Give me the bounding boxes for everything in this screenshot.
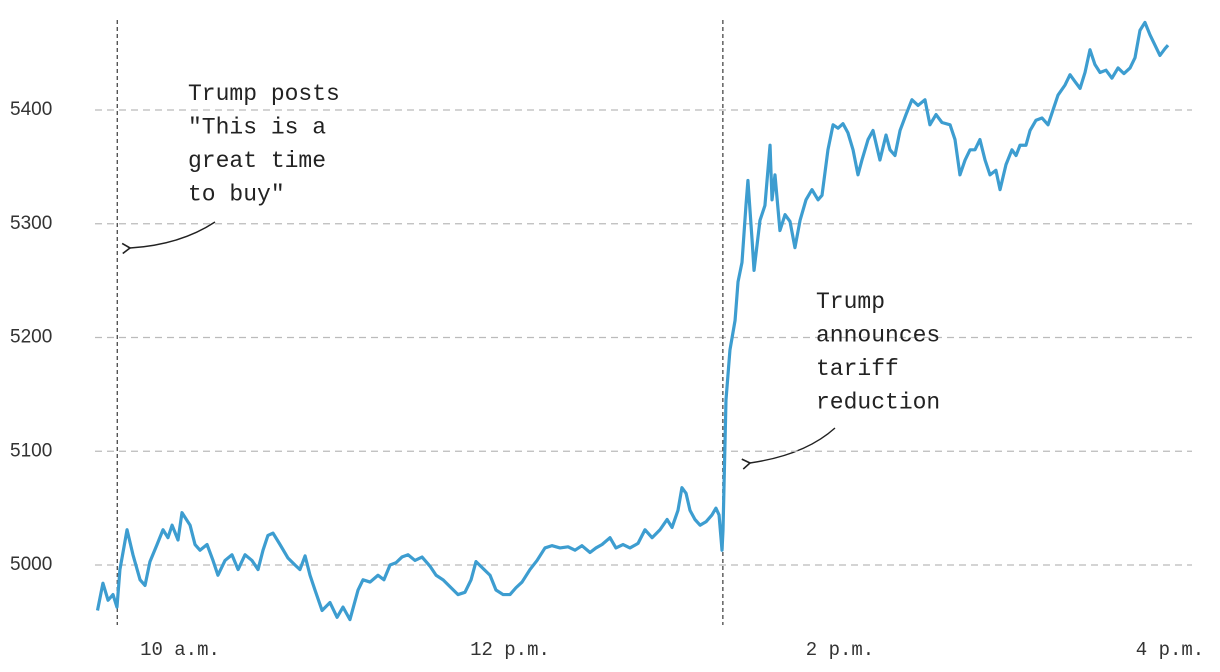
annotation-text: reduction — [816, 390, 940, 416]
price-line — [95, 20, 1170, 622]
annotation-text: great time — [188, 148, 326, 174]
annotation-text: Trump — [816, 289, 885, 315]
x-tick-label: 2 p.m. — [806, 639, 874, 661]
annotation-text: announces — [816, 323, 940, 349]
arrow — [121, 221, 216, 255]
x-tick-label: 12 p.m. — [470, 639, 550, 661]
y-tick-label: 5300 — [10, 213, 52, 234]
x-tick-label: 4 p.m. — [1136, 639, 1204, 661]
y-tick-label: 5000 — [10, 554, 52, 575]
arrow — [741, 427, 836, 470]
annotation-text: Trump posts — [188, 81, 340, 107]
y-tick-label: 5100 — [10, 440, 52, 461]
annotation-text: to buy" — [188, 182, 285, 208]
y-tick-label: 5400 — [10, 99, 52, 120]
annotation-text: "This is a — [188, 115, 326, 141]
annotation-text: tariff — [816, 356, 899, 382]
y-tick-label: 5200 — [10, 327, 52, 348]
x-tick-label: 10 a.m. — [140, 639, 220, 661]
